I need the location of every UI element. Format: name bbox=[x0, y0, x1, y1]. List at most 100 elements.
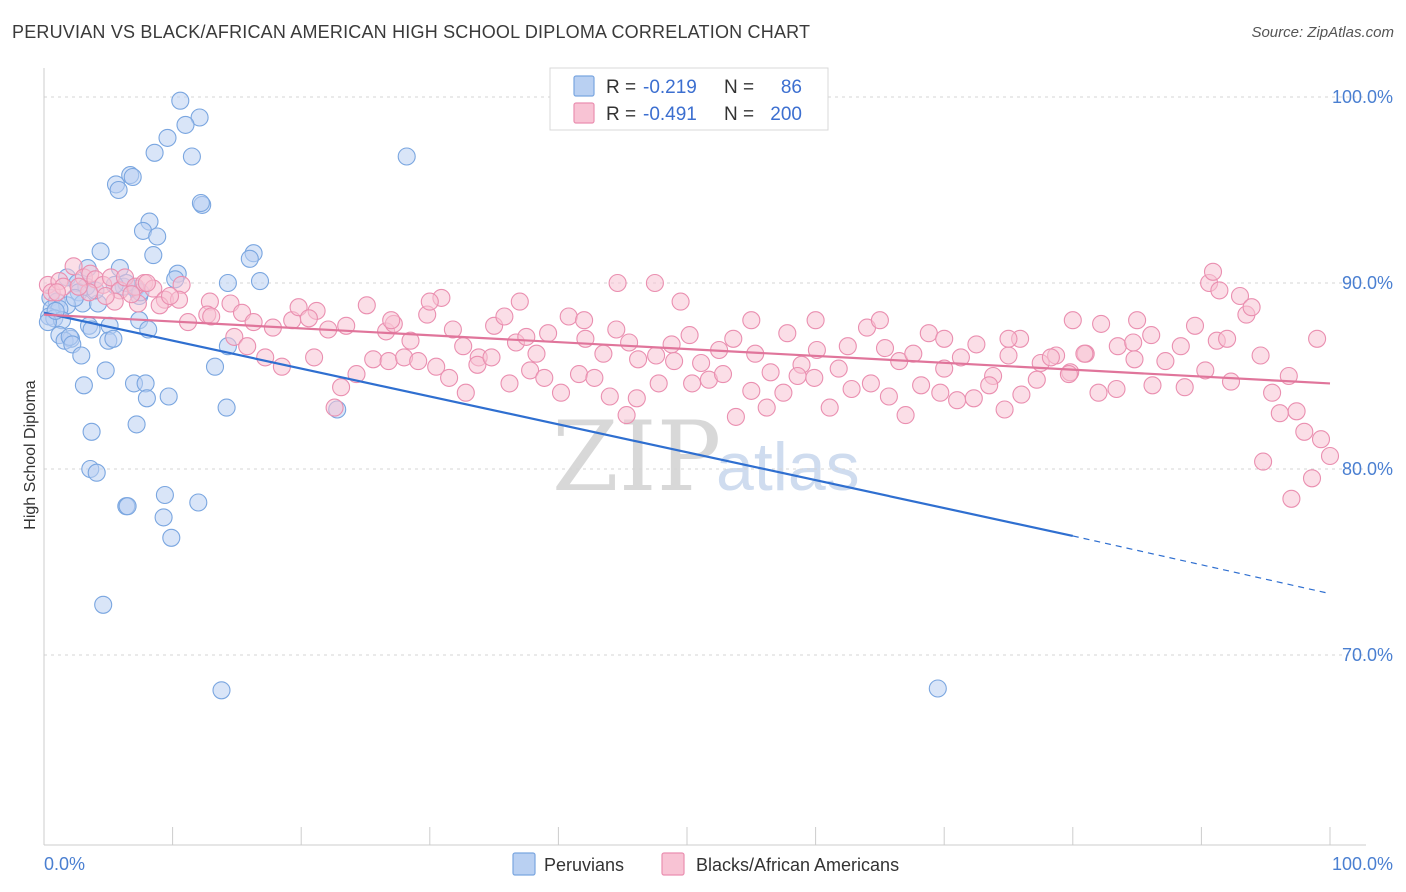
y-tick-label: 70.0% bbox=[1342, 645, 1393, 665]
scatter-point bbox=[879, 387, 898, 406]
scatter-point bbox=[162, 528, 181, 547]
scatter-point bbox=[171, 91, 190, 110]
scatter-point bbox=[999, 329, 1018, 348]
bottom-legend-label-black: Blacks/African Americans bbox=[696, 855, 899, 875]
scatter-point bbox=[440, 368, 459, 387]
scatter-point bbox=[861, 374, 880, 393]
scatter-point bbox=[154, 508, 173, 527]
scatter-point bbox=[1185, 316, 1205, 335]
y-tick-labels: 100.0% 90.0% 80.0% 70.0% bbox=[1332, 87, 1393, 665]
scatter-point bbox=[774, 383, 793, 402]
scatter-point bbox=[357, 296, 376, 315]
y-tick-label: 100.0% bbox=[1332, 87, 1393, 107]
scatter-point bbox=[778, 324, 797, 343]
scatter-point bbox=[649, 374, 668, 393]
scatter-point bbox=[951, 348, 970, 367]
scatter-point bbox=[1107, 379, 1126, 399]
scatter-point bbox=[118, 497, 137, 516]
scatter-point bbox=[617, 406, 636, 425]
scatter-point bbox=[1242, 298, 1261, 317]
scatter-point bbox=[176, 115, 195, 134]
scatter-point bbox=[148, 227, 167, 246]
scatter-point bbox=[875, 339, 895, 358]
scatter-point bbox=[838, 337, 857, 356]
scatter-point bbox=[299, 309, 318, 328]
bottom-legend: Peruvians Blacks/African Americans bbox=[512, 852, 899, 876]
scatter-point bbox=[127, 415, 146, 434]
scatter-point bbox=[144, 246, 163, 265]
scatter-point bbox=[1041, 348, 1060, 367]
scatter-point bbox=[724, 329, 743, 348]
scatter-point bbox=[1282, 489, 1301, 508]
scatter-point bbox=[500, 374, 519, 393]
scatter-point bbox=[1075, 344, 1094, 363]
scatter-point bbox=[420, 292, 439, 311]
scatter-point bbox=[1092, 314, 1111, 333]
scatter-point bbox=[1251, 346, 1270, 365]
scatter-point bbox=[1302, 469, 1322, 488]
scatter-point bbox=[820, 398, 839, 417]
scatter-point bbox=[1175, 378, 1194, 397]
scatter-point bbox=[205, 357, 225, 376]
scatter-point bbox=[409, 352, 428, 371]
scatter-point bbox=[931, 383, 950, 402]
scatter-point bbox=[379, 352, 398, 371]
scatter-point bbox=[191, 193, 210, 213]
scatter-point bbox=[1143, 376, 1162, 395]
scatter-point bbox=[244, 313, 263, 332]
scatter-point bbox=[454, 337, 473, 356]
scatter-point bbox=[91, 242, 110, 261]
scatter-point bbox=[647, 346, 666, 365]
scatter-point bbox=[364, 350, 383, 369]
scatter-point bbox=[1295, 422, 1314, 441]
legend-r-label-1: R = bbox=[606, 104, 636, 125]
scatter-point bbox=[521, 361, 540, 380]
scatter-point bbox=[928, 679, 947, 698]
scatter-point bbox=[1308, 329, 1327, 348]
scatter-point bbox=[510, 292, 529, 311]
scatter-point bbox=[680, 326, 699, 345]
scatter-point bbox=[189, 493, 208, 512]
series-black-points bbox=[38, 257, 1340, 508]
scatter-point bbox=[829, 359, 848, 378]
scatter-point bbox=[607, 320, 626, 339]
scatter-point bbox=[325, 398, 344, 417]
scatter-point bbox=[742, 381, 761, 400]
scatter-point bbox=[980, 376, 999, 395]
scatter-point bbox=[495, 307, 514, 326]
scatter-point bbox=[594, 344, 613, 363]
scatter-point bbox=[1156, 352, 1175, 371]
scatter-point bbox=[1027, 370, 1046, 389]
legend-n-value-1: 200 bbox=[770, 104, 802, 125]
scatter-point bbox=[742, 311, 761, 330]
chart-title: PERUVIAN VS BLACK/AFRICAN AMERICAN HIGH … bbox=[12, 22, 811, 42]
scatter-point bbox=[539, 324, 558, 343]
scatter-point bbox=[443, 320, 462, 339]
scatter-point bbox=[159, 387, 178, 406]
scatter-point bbox=[1230, 286, 1250, 306]
scatter-point bbox=[1125, 350, 1144, 369]
scatter-point bbox=[218, 273, 237, 293]
scatter-point bbox=[137, 389, 156, 408]
scatter-point bbox=[608, 273, 627, 293]
scatter-point bbox=[726, 407, 745, 426]
scatter-point bbox=[1128, 311, 1147, 330]
scatter-point bbox=[1142, 326, 1161, 345]
scatter-point bbox=[69, 277, 88, 296]
scatter-point bbox=[585, 368, 604, 387]
scatter-point bbox=[104, 329, 123, 348]
scatter-point bbox=[629, 350, 648, 369]
scatter-point bbox=[967, 335, 986, 354]
scatter-point bbox=[240, 249, 259, 268]
scatter-point bbox=[761, 363, 780, 382]
bottom-legend-label-peruvians: Peruvians bbox=[544, 855, 624, 875]
scatter-point bbox=[401, 331, 420, 350]
y-axis-title: High School Diploma bbox=[22, 380, 39, 530]
scatter-point bbox=[468, 355, 487, 374]
scatter-point bbox=[1320, 446, 1340, 466]
legend-n-label-0: N = bbox=[724, 77, 754, 98]
scatter-point bbox=[904, 344, 923, 363]
scatter-point bbox=[137, 273, 156, 293]
scatter-point bbox=[1089, 383, 1108, 402]
